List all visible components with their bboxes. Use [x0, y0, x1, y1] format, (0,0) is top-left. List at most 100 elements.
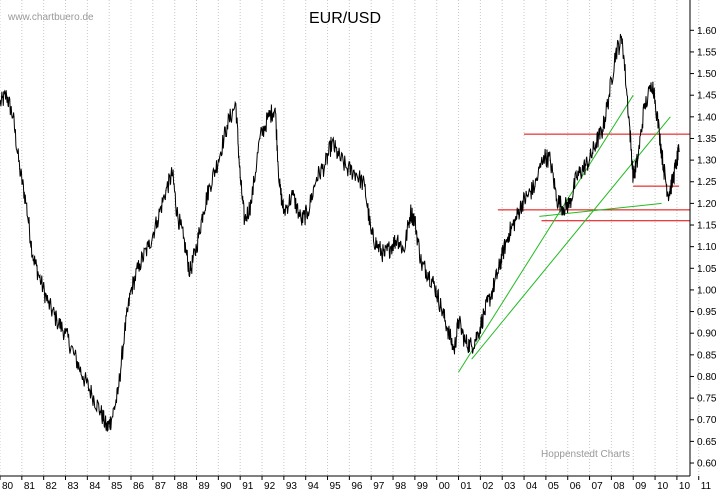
price-point [91, 393, 93, 395]
price-point [217, 159, 219, 161]
price-point [370, 233, 372, 235]
price-point [226, 124, 228, 127]
x-tick-label: 10 [679, 481, 691, 492]
price-point [464, 341, 466, 343]
y-tick-label: 1.00 [697, 285, 717, 296]
price-point [189, 272, 191, 274]
y-tick-label: 1.35 [697, 134, 717, 145]
price-point [130, 289, 132, 291]
x-tick-label: 08 [613, 481, 625, 492]
price-point [106, 427, 108, 429]
x-tick-label: 81 [24, 481, 36, 492]
price-point [477, 332, 479, 334]
x-tick-label: 10 [657, 481, 669, 492]
y-tick-label: 1.30 [697, 156, 717, 167]
x-tick-label: 00 [439, 481, 451, 492]
y-tick-label: 0.65 [697, 437, 717, 448]
x-tick-label: 11 [701, 481, 712, 492]
x-tick-label: 07 [592, 481, 604, 492]
y-tick-label: 1.25 [697, 177, 717, 188]
price-point [25, 202, 27, 204]
price-point [632, 176, 634, 179]
price-point [259, 137, 261, 140]
price-point [676, 159, 678, 161]
x-tick-label: 99 [417, 481, 429, 492]
x-tick-label: 95 [330, 481, 342, 492]
y-tick-label: 1.50 [697, 69, 717, 80]
price-point [117, 393, 119, 395]
x-tick-label: 82 [46, 481, 58, 492]
price-point [490, 293, 492, 295]
price-point [182, 237, 185, 239]
price-point [588, 159, 591, 161]
x-tick-label: 80 [2, 481, 14, 492]
price-point [300, 220, 302, 222]
y-tick-label: 1.45 [697, 91, 717, 102]
price-point [99, 410, 102, 412]
x-tick-label: 04 [526, 481, 538, 492]
watermark-text: www.chartbuero.de [7, 12, 94, 23]
price-point [549, 159, 551, 161]
y-tick-label: 0.90 [697, 329, 717, 340]
price-point [0, 103, 1, 105]
y-tick-label: 1.05 [697, 264, 717, 275]
price-point [346, 168, 348, 170]
x-tick-label: 02 [482, 481, 494, 492]
price-point [202, 211, 204, 213]
x-tick-label: 86 [133, 481, 145, 492]
price-point [663, 168, 665, 170]
x-tick-label: 88 [177, 481, 189, 492]
price-point [501, 254, 503, 256]
price-point [110, 419, 112, 421]
price-point [514, 220, 516, 222]
price-point [484, 310, 486, 313]
price-point [337, 155, 340, 157]
x-tick-label: 87 [155, 481, 167, 492]
price-point [209, 185, 211, 187]
x-tick-label: 84 [89, 481, 101, 492]
price-point [331, 142, 333, 144]
price-point [556, 198, 558, 200]
price-point [243, 220, 246, 222]
price-point [147, 246, 150, 248]
price-point [562, 207, 564, 209]
price-point [73, 354, 75, 356]
price-point [403, 250, 405, 252]
price-point [440, 306, 442, 308]
x-tick-label: 03 [504, 481, 516, 492]
credit-text: Hoppenstedt Charts [541, 449, 630, 460]
trend-line [539, 202, 662, 217]
price-point [5, 94, 8, 96]
price-point [497, 272, 499, 274]
x-tick-label: 98 [395, 481, 407, 492]
price-point [176, 211, 178, 213]
price-point [235, 103, 237, 105]
price-point [643, 107, 645, 109]
price-point [671, 181, 674, 183]
price-point [569, 202, 571, 204]
price-point [64, 332, 67, 334]
price-point [383, 254, 385, 256]
price-point [377, 246, 379, 248]
x-tick-label: 96 [351, 481, 363, 492]
price-point [543, 155, 545, 157]
price-point [521, 202, 523, 204]
price-point [457, 319, 460, 321]
price-point [82, 375, 84, 378]
price-point [595, 142, 597, 144]
y-tick-label: 1.15 [697, 221, 717, 232]
x-tick-label: 94 [308, 481, 320, 492]
x-tick-label: 85 [111, 481, 123, 492]
price-point [364, 185, 366, 187]
price-point [250, 202, 252, 204]
y-tick-label: 0.75 [697, 394, 717, 405]
price-point [678, 150, 680, 153]
x-tick-label: 05 [548, 481, 560, 492]
price-point [38, 276, 40, 278]
chart-title: EUR/USD [309, 10, 381, 27]
price-point [355, 172, 357, 174]
price-point [582, 168, 584, 170]
price-point [527, 194, 530, 196]
x-tick-label: 92 [264, 481, 276, 492]
